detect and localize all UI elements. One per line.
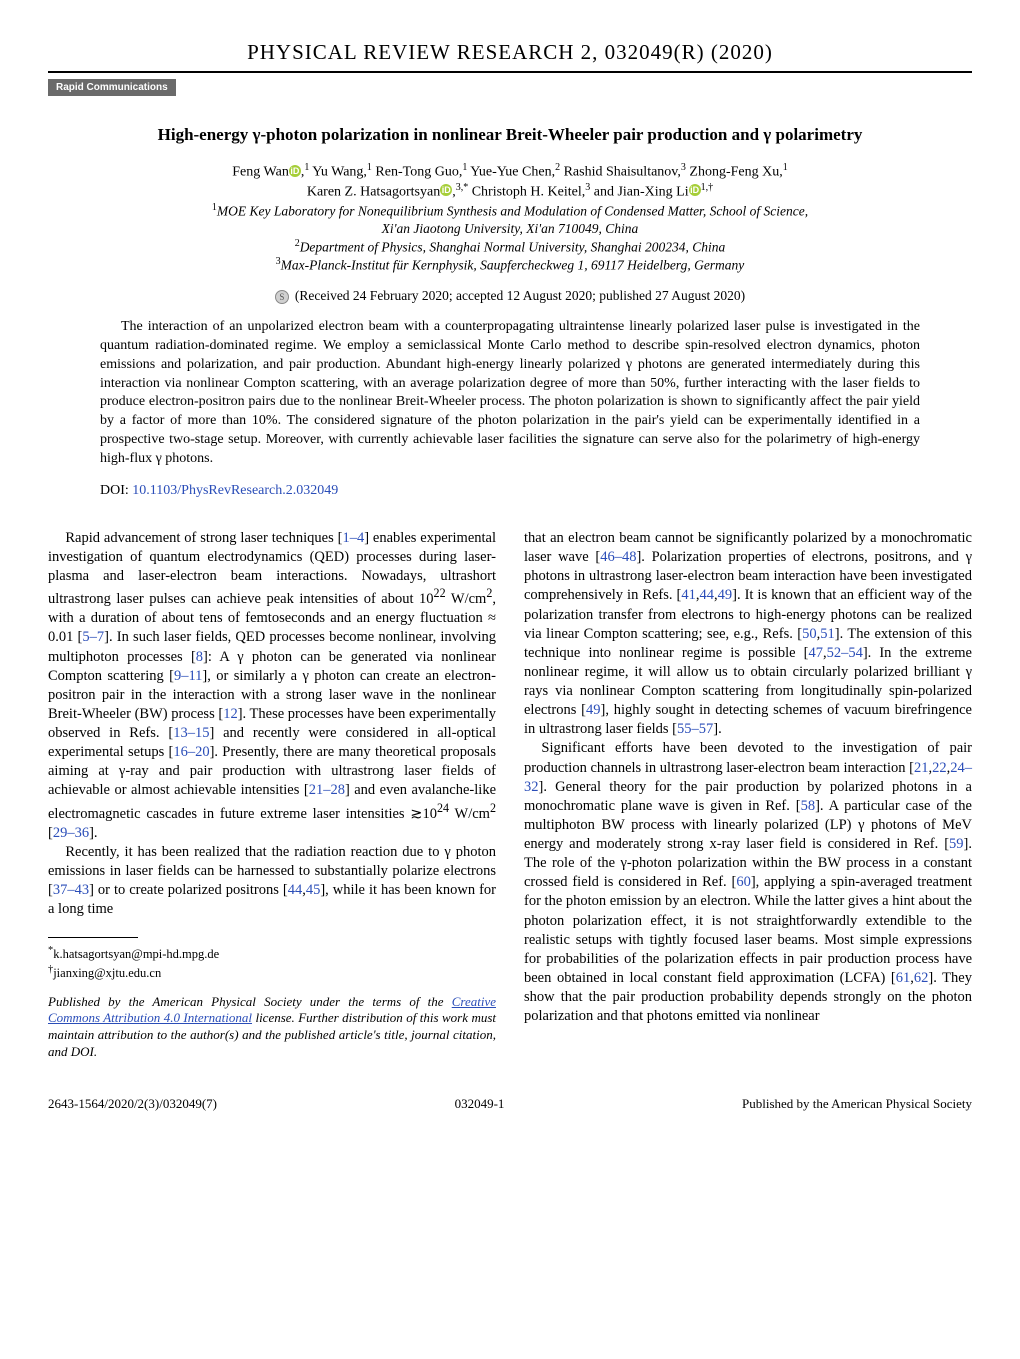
affiliation-3: 3Max-Planck-Institut für Kernphysik, Sau…	[48, 256, 972, 274]
right-column: that an electron beam cannot be signific…	[524, 529, 972, 1060]
license-text: Published by the American Physical Socie…	[48, 994, 496, 1061]
affiliation-2: 2Department of Physics, Shanghai Normal …	[48, 238, 972, 256]
authors-line-1: Feng WaniD,1 Yu Wang,1 Ren-Tong Guo,1 Yu…	[48, 162, 972, 181]
ref-link[interactable]: 52–54	[827, 645, 863, 661]
ref-link[interactable]: 44	[288, 882, 303, 898]
author-name: Yue-Yue Chen,	[467, 165, 555, 180]
footer-left: 2643-1564/2020/2(3)/032049(7)	[48, 1096, 217, 1112]
footnote-2: †jianxing@xjtu.edu.cn	[48, 963, 496, 982]
left-para-1: Rapid advancement of strong laser techni…	[48, 529, 496, 843]
author-name: Christoph H. Keitel,	[468, 184, 585, 199]
doi-line: DOI: 10.1103/PhysRevResearch.2.032049	[100, 483, 920, 499]
body-columns: Rapid advancement of strong laser techni…	[48, 529, 972, 1060]
ref-link[interactable]: 5–7	[82, 629, 104, 645]
authors-line-2: Karen Z. HatsagortsyaniD,3,* Christoph H…	[48, 182, 972, 201]
ref-link[interactable]: 12	[223, 706, 238, 722]
ref-link[interactable]: 49	[586, 702, 601, 718]
ref-link[interactable]: 29–36	[53, 825, 89, 841]
author-name: Rashid Shaisultanov,	[560, 165, 681, 180]
orcid-icon[interactable]: iD	[440, 184, 452, 196]
ref-link[interactable]: 55–57	[677, 721, 713, 737]
ref-link[interactable]: 46–48	[600, 549, 636, 565]
ref-link[interactable]: 50	[802, 626, 817, 642]
ref-link[interactable]: 47	[808, 645, 823, 661]
ref-link[interactable]: 58	[801, 798, 816, 814]
orcid-icon[interactable]: iD	[289, 165, 301, 177]
page-footer: 2643-1564/2020/2(3)/032049(7) 032049-1 P…	[48, 1096, 972, 1112]
author-name: and Jian-Xing Li	[590, 184, 688, 199]
abstract-text: The interaction of an unpolarized electr…	[100, 318, 920, 469]
right-para-1: that an electron beam cannot be signific…	[524, 529, 972, 739]
footnote-rule	[48, 937, 138, 938]
affiliation-1: 1MOE Key Laboratory for Nonequilibrium S…	[48, 202, 972, 220]
author-name: Yu Wang,	[309, 165, 367, 180]
ref-link[interactable]: 62	[914, 970, 929, 986]
ref-link[interactable]: 21–28	[309, 782, 345, 798]
author-sup: 1,†	[701, 182, 714, 193]
ref-link[interactable]: 41	[681, 587, 696, 603]
body-text: Rapid advancement of strong laser techni…	[65, 530, 342, 546]
author-sup: 3,*	[456, 182, 469, 193]
body-text: ].	[89, 825, 97, 841]
sup: 2	[490, 801, 496, 815]
ref-link[interactable]: 21	[914, 760, 929, 776]
author-sup: 1	[783, 162, 788, 173]
body-text: Significant efforts have been devoted to…	[524, 740, 972, 775]
ref-link[interactable]: 13–15	[173, 725, 209, 741]
affil-text: Max-Planck-Institut für Kernphysik, Saup…	[281, 258, 745, 273]
ref-link[interactable]: 1–4	[342, 530, 364, 546]
body-text: W/cm	[446, 591, 487, 607]
ref-link[interactable]: 16–20	[173, 744, 209, 760]
ref-link[interactable]: 9–11	[174, 668, 202, 684]
ref-link[interactable]: 8	[196, 649, 203, 665]
author-name: Feng Wan	[232, 165, 289, 180]
abstract-block: The interaction of an unpolarized electr…	[100, 318, 920, 469]
left-para-2: Recently, it has been realized that the …	[48, 843, 496, 920]
right-para-2: Significant efforts have been devoted to…	[524, 739, 972, 1026]
footnote-text: jianxing@xjtu.edu.cn	[53, 966, 161, 980]
ref-link[interactable]: 59	[949, 836, 964, 852]
journal-header: PHYSICAL REVIEW RESEARCH 2, 032049(R) (2…	[48, 40, 972, 72]
left-column: Rapid advancement of strong laser techni…	[48, 529, 496, 1060]
sup: 24	[437, 801, 449, 815]
footnote-text: k.hatsagortsyan@mpi-hd.mpg.de	[53, 947, 219, 961]
received-text: (Received 24 February 2020; accepted 12 …	[295, 288, 745, 303]
ref-link[interactable]: 49	[718, 587, 733, 603]
doi-label: DOI:	[100, 483, 132, 498]
received-line: S (Received 24 February 2020; accepted 12…	[48, 288, 972, 304]
affil-text: Department of Physics, Shanghai Normal U…	[300, 239, 726, 254]
license-text-a: Published by the American Physical Socie…	[48, 994, 452, 1009]
ref-link[interactable]: 22	[932, 760, 947, 776]
body-text: ] or to create polarized positrons [	[89, 882, 288, 898]
footer-center: 032049-1	[455, 1096, 505, 1112]
rapid-comm-badge: Rapid Communications	[48, 79, 176, 96]
affil-text: MOE Key Laboratory for Nonequilibrium Sy…	[217, 204, 808, 219]
authors-block: Feng WaniD,1 Yu Wang,1 Ren-Tong Guo,1 Yu…	[48, 162, 972, 200]
paper-title: High-energy γ-photon polarization in non…	[88, 124, 932, 146]
ref-link[interactable]: 61	[896, 970, 911, 986]
orcid-icon[interactable]: iD	[689, 184, 701, 196]
footer-right: Published by the American Physical Socie…	[742, 1096, 972, 1112]
open-access-icon: S	[275, 290, 289, 304]
ref-link[interactable]: 45	[306, 882, 321, 898]
doi-link[interactable]: 10.1103/PhysRevResearch.2.032049	[132, 483, 338, 498]
ref-link[interactable]: 44	[700, 587, 715, 603]
ref-link[interactable]: 60	[736, 874, 751, 890]
body-text: W/cm	[449, 805, 490, 821]
affiliation-1b: Xi'an Jiaotong University, Xi'an 710049,…	[48, 221, 972, 237]
author-name: Zhong-Feng Xu,	[686, 165, 783, 180]
ref-link[interactable]: 37–43	[53, 882, 89, 898]
author-name: Ren-Tong Guo,	[372, 165, 462, 180]
sup: 22	[434, 586, 446, 600]
rule	[48, 72, 972, 73]
footnote-1: *k.hatsagortsyan@mpi-hd.mpg.de	[48, 944, 496, 963]
ref-link[interactable]: 51	[820, 626, 835, 642]
body-text: ].	[713, 721, 721, 737]
author-name: Karen Z. Hatsagortsyan	[307, 184, 440, 199]
